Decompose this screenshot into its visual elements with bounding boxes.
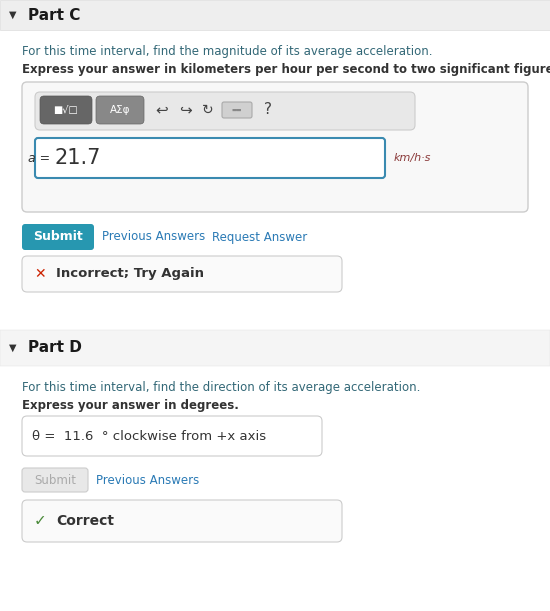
FancyBboxPatch shape [222,102,252,118]
FancyBboxPatch shape [22,468,88,492]
Text: ↪: ↪ [179,103,191,117]
Bar [0,30,550,330]
Bar [0,366,550,611]
Text: ▼: ▼ [9,10,16,20]
Text: For this time interval, find the magnitude of its average acceleration.: For this time interval, find the magnitu… [22,45,432,59]
FancyBboxPatch shape [22,82,528,212]
Text: 21.7: 21.7 [55,148,101,168]
Text: ▼: ▼ [9,343,16,353]
FancyBboxPatch shape [35,138,385,178]
Text: Part D: Part D [28,340,82,356]
Text: ✕: ✕ [34,267,46,281]
FancyBboxPatch shape [22,256,342,292]
Bar [0,0,550,30]
Text: Incorrect; Try Again: Incorrect; Try Again [56,268,204,280]
Text: ✓: ✓ [34,513,46,529]
FancyBboxPatch shape [22,224,94,250]
FancyBboxPatch shape [22,416,322,456]
Bar [0,330,550,366]
Text: ?: ? [264,103,272,117]
FancyBboxPatch shape [96,96,144,124]
Text: a =: a = [28,152,50,164]
Text: Previous Answers: Previous Answers [96,474,199,486]
Text: Previous Answers: Previous Answers [102,230,205,244]
Text: ■√□: ■√□ [54,105,78,115]
Text: Express your answer in degrees.: Express your answer in degrees. [22,398,239,411]
Text: Part C: Part C [28,7,80,23]
Text: Submit: Submit [34,474,76,486]
Text: ▬▬: ▬▬ [232,108,242,112]
Text: Request Answer: Request Answer [212,230,307,244]
Text: Correct: Correct [56,514,114,528]
Text: ↻: ↻ [202,103,214,117]
Text: km/h·s: km/h·s [394,153,431,163]
Text: ↩: ↩ [156,103,168,117]
FancyBboxPatch shape [35,92,415,130]
FancyBboxPatch shape [22,500,342,542]
Text: Express your answer in kilometers per hour per second to two significant figures: Express your answer in kilometers per ho… [22,64,550,76]
Text: For this time interval, find the direction of its average acceleration.: For this time interval, find the directi… [22,381,420,393]
FancyBboxPatch shape [40,96,92,124]
Text: Submit: Submit [33,230,83,244]
Text: θ =  11.6  ° clockwise from +x axis: θ = 11.6 ° clockwise from +x axis [32,430,266,442]
Text: ΑΣφ: ΑΣφ [110,105,130,115]
